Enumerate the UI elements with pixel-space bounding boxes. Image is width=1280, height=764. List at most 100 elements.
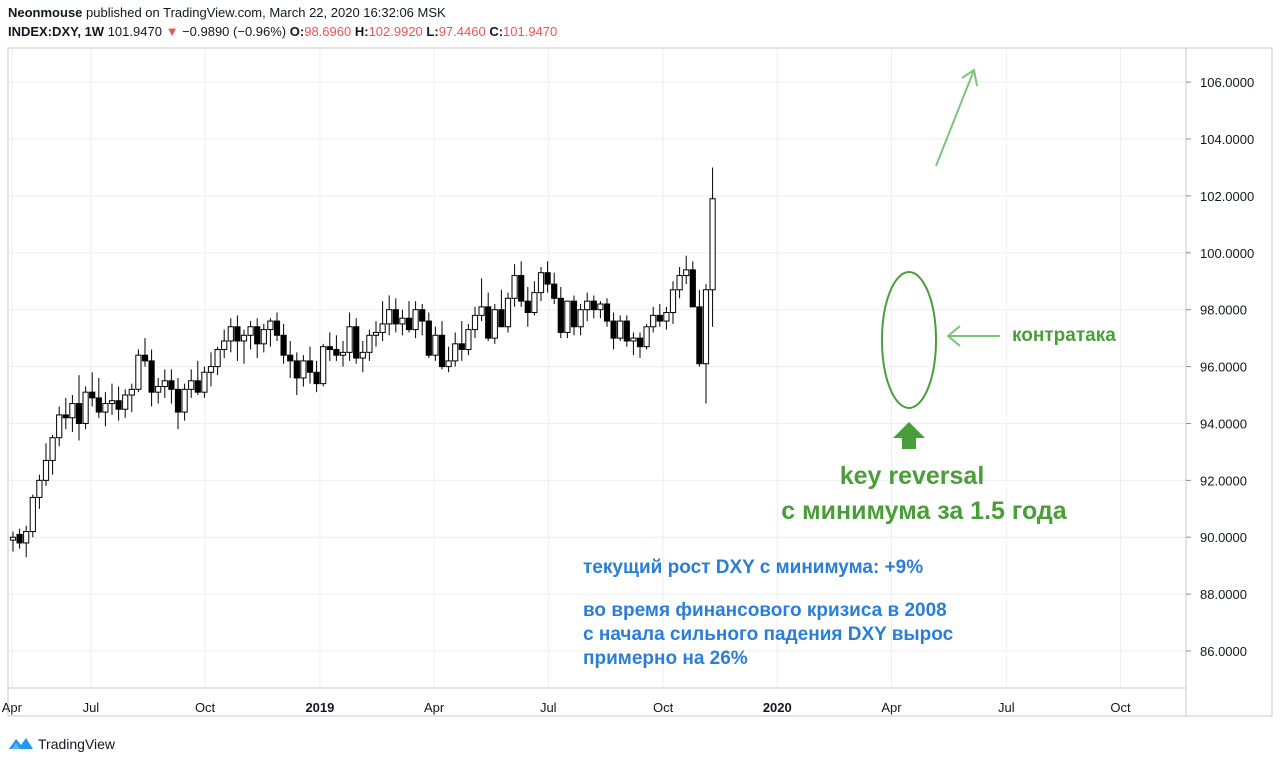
candle[interactable] [280, 323, 287, 364]
candle[interactable] [214, 346, 221, 376]
candle[interactable] [333, 335, 340, 361]
candle[interactable] [287, 340, 294, 378]
candle[interactable] [379, 301, 386, 341]
candle[interactable] [247, 321, 254, 350]
candle[interactable] [313, 360, 320, 393]
candle[interactable] [366, 329, 373, 361]
candle[interactable] [485, 292, 492, 341]
candle[interactable] [663, 306, 670, 330]
candle[interactable] [617, 315, 624, 341]
candle[interactable] [650, 306, 657, 333]
candle[interactable] [683, 255, 690, 285]
candle[interactable] [293, 352, 300, 396]
tradingview-logo-icon[interactable] [8, 734, 34, 754]
candle[interactable] [557, 286, 564, 339]
candle[interactable] [9, 531, 17, 552]
candle[interactable] [399, 309, 406, 336]
candle[interactable] [300, 355, 307, 387]
candle[interactable] [498, 289, 505, 328]
candle[interactable] [518, 261, 525, 307]
candle[interactable] [425, 312, 432, 359]
candle[interactable] [584, 292, 591, 322]
candle[interactable] [419, 304, 426, 336]
candle[interactable] [643, 323, 650, 350]
candle[interactable] [570, 295, 578, 336]
candle[interactable] [201, 366, 208, 398]
candle[interactable] [221, 329, 228, 359]
candle[interactable] [339, 340, 347, 367]
candle[interactable] [95, 377, 102, 418]
candle[interactable] [603, 298, 611, 327]
candle[interactable] [174, 377, 182, 430]
candle[interactable] [689, 261, 696, 308]
candle[interactable] [669, 281, 677, 324]
candle[interactable] [386, 295, 393, 336]
candle[interactable] [438, 321, 446, 370]
candle[interactable] [511, 264, 518, 307]
candle[interactable] [623, 315, 630, 347]
candle[interactable] [102, 392, 109, 427]
candle[interactable] [194, 360, 201, 396]
candle[interactable] [590, 295, 597, 319]
candle[interactable] [636, 332, 644, 359]
candle[interactable] [656, 304, 663, 327]
candle[interactable] [273, 312, 281, 341]
candle[interactable] [181, 383, 188, 421]
candle[interactable] [478, 278, 485, 322]
candle[interactable] [128, 383, 135, 413]
candle[interactable] [696, 289, 703, 367]
candle[interactable] [544, 261, 551, 293]
candle[interactable] [564, 300, 571, 339]
candle[interactable] [597, 301, 604, 319]
candle[interactable] [359, 340, 366, 373]
candle[interactable] [188, 369, 195, 398]
candle[interactable] [254, 318, 261, 359]
candle[interactable] [42, 443, 50, 487]
candle[interactable] [168, 369, 175, 404]
candle[interactable] [23, 525, 30, 558]
candle[interactable] [372, 321, 380, 347]
symbol-interval[interactable]: INDEX:DXY, 1W [8, 24, 105, 39]
candle[interactable] [89, 372, 96, 407]
candle[interactable] [62, 397, 69, 430]
candle[interactable] [36, 474, 43, 509]
candle[interactable] [465, 323, 472, 356]
candle[interactable] [306, 346, 314, 384]
candle[interactable] [49, 434, 56, 475]
candle[interactable] [491, 304, 498, 344]
candle[interactable] [346, 312, 353, 361]
candle[interactable] [412, 301, 419, 339]
candle[interactable] [122, 389, 129, 418]
candle[interactable] [135, 349, 142, 393]
candle[interactable] [577, 304, 584, 336]
author-name[interactable]: Neonmouse [8, 5, 83, 20]
candle[interactable] [452, 332, 459, 367]
candle[interactable] [537, 267, 545, 302]
candle[interactable] [630, 332, 637, 356]
candle[interactable] [155, 377, 162, 404]
candle[interactable] [458, 321, 465, 361]
candlestick-chart[interactable]: 106.0000 104.0000 102.0000 100.0000 98.0000 9… [0, 0, 1280, 725]
time-axis[interactable]: Apr Jul Oct 2019 Apr Jul Oct 2020 Apr Jul Oct [2, 700, 1131, 715]
candle[interactable] [141, 338, 149, 367]
candle[interactable] [115, 386, 122, 421]
brand-name[interactable]: TradingView [38, 736, 116, 752]
candle[interactable] [326, 332, 333, 361]
candle[interactable] [56, 406, 63, 447]
candle[interactable] [82, 386, 89, 430]
candle[interactable] [471, 306, 479, 339]
candle[interactable] [227, 318, 234, 353]
candle[interactable] [260, 323, 267, 353]
candle[interactable] [709, 167, 716, 327]
candle[interactable] [551, 272, 558, 304]
candle[interactable] [16, 528, 23, 549]
candle[interactable] [148, 349, 155, 407]
candle[interactable] [267, 318, 274, 347]
candle[interactable] [531, 281, 538, 316]
candle[interactable] [432, 326, 439, 361]
candle[interactable] [161, 369, 168, 398]
candle[interactable] [75, 375, 83, 441]
candle[interactable] [392, 298, 399, 333]
candle[interactable] [445, 346, 452, 373]
candle[interactable] [207, 352, 215, 387]
